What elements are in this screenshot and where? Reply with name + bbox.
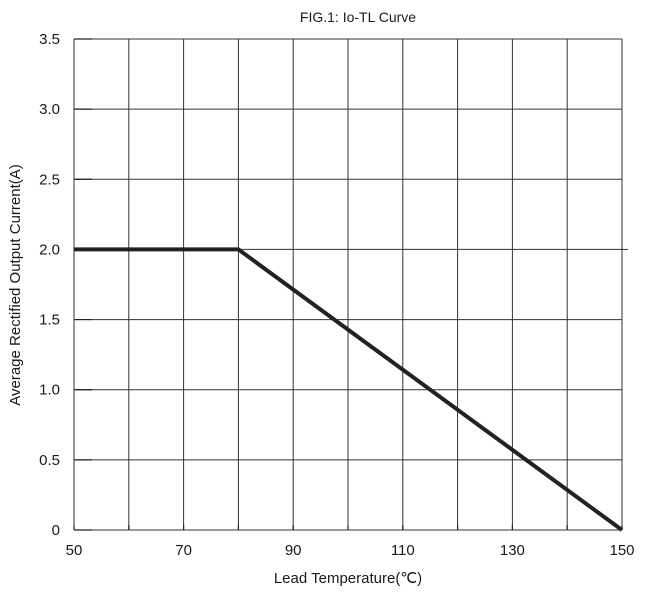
y-tick-label: 0.5 bbox=[39, 452, 60, 469]
chart-title: FIG.1: Io-TL Curve bbox=[300, 9, 416, 25]
y-tick-label: 3.0 bbox=[39, 101, 60, 118]
y-tick-label: 0 bbox=[52, 522, 60, 539]
grid bbox=[74, 39, 628, 530]
x-tick-label: 90 bbox=[285, 542, 302, 559]
x-axis-title: Lead Temperature(℃) bbox=[274, 570, 422, 587]
y-tick-label: 3.5 bbox=[39, 31, 60, 48]
y-axis-title: Average Rectified Output Current(A) bbox=[7, 164, 24, 406]
x-tick-label: 130 bbox=[500, 542, 525, 559]
y-tick-label: 1.5 bbox=[39, 312, 60, 329]
x-tick-label: 110 bbox=[391, 542, 415, 559]
x-tick-label: 70 bbox=[175, 542, 192, 559]
y-tick-label: 1.0 bbox=[39, 382, 60, 399]
x-tick-label: 50 bbox=[66, 542, 83, 559]
y-tick-label: 2.0 bbox=[39, 241, 60, 258]
y-tick-label: 2.5 bbox=[39, 171, 60, 188]
x-tick-label: 150 bbox=[609, 542, 634, 559]
